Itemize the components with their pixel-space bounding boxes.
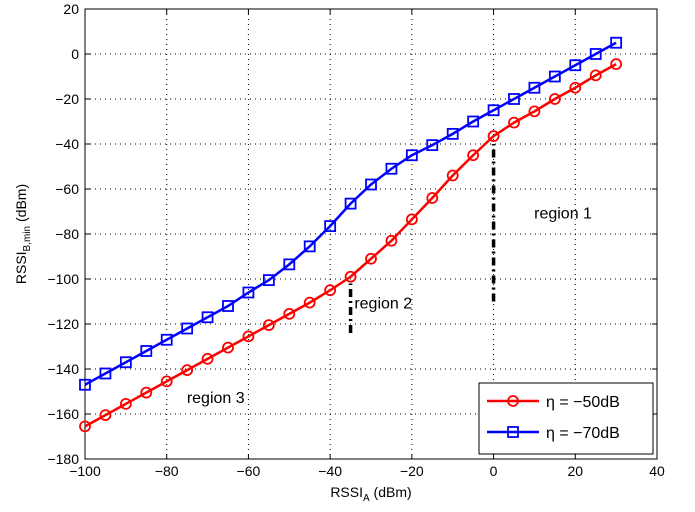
series-line [84,63,617,428]
data-point [99,409,112,422]
data-point [283,307,296,320]
data-point [508,116,520,129]
x-tick-label: −80 [155,463,179,479]
region-annotations: region 1 region 2 region 3 [187,205,592,407]
x-tick-label: −20 [400,463,424,479]
y-tick-label: −100 [47,271,79,287]
x-tick-label: −40 [318,463,342,479]
x-tick-label: 0 [490,463,498,479]
legend-item-2: η = −70dB [487,425,620,442]
series-line [84,41,617,386]
data-point [426,139,439,152]
data-point [487,104,500,117]
data-point [467,115,480,128]
data-point [99,367,112,380]
data-point [569,59,582,72]
data-point [262,274,275,287]
data-point [569,81,582,94]
y-tick-label: −80 [55,226,79,242]
data-point [365,178,377,191]
data-point [589,48,602,60]
y-axis-label-unit: (dBm) [13,184,29,226]
x-axis-label: RSSIA (dBm) [330,484,411,504]
legend-marker [507,395,519,407]
y-tick-label: −140 [47,361,79,377]
data-point [262,319,275,332]
series-1 [79,58,623,433]
y-tick-label: 20 [63,1,79,17]
y-axis-label: RSSIB,min (dBm) [13,184,33,284]
x-tick-label: −60 [237,463,261,479]
data-point [222,300,234,312]
data-point [160,375,173,388]
data-point [201,311,214,324]
data-point [303,240,316,253]
data-point [181,364,194,377]
data-point [548,70,561,83]
data-point [79,378,91,391]
data-point [140,386,153,399]
data-point [365,252,377,265]
region-label: region 3 [187,390,245,407]
legend-label: η = −70dB [546,425,620,442]
y-tick-label: 0 [71,46,79,62]
data-point [140,345,153,357]
y-tick-label: −40 [55,136,79,152]
region-boundaries [348,144,496,333]
data-point [160,333,173,346]
y-tick-label: −180 [47,451,79,467]
data-point [324,284,337,297]
y-axis-label-subscript: B,min [22,226,33,252]
data-point [79,420,91,433]
data-point [405,149,418,162]
data-point [385,234,398,247]
data-point [222,341,234,354]
data-point [242,330,255,343]
region-label: region 2 [354,295,412,312]
data-point [344,270,357,283]
data-point [303,296,316,309]
x-axis-label-subscript: A [363,493,370,504]
data-point [385,162,398,175]
legend: η = −50dB η = −70dB [478,382,654,455]
x-axis-label-unit: (dBm) [370,484,412,500]
data-point [548,93,561,105]
data-point [242,286,255,299]
x-tick-label: 40 [649,463,665,479]
data-point [487,130,500,143]
axis-ticks: −100 −80 −60 −40 −20 0 20 40 20 0 −20 −40 −60 −80 −100… [47,1,665,479]
y-tick-label: −60 [55,181,79,197]
legend-item-1: η = −50dB [487,394,620,411]
data-point [119,356,132,369]
data-point [446,127,459,140]
legend-marker [507,426,519,438]
data-point [467,149,480,162]
y-tick-label: −120 [47,316,79,332]
data-point [283,258,296,271]
data-point [446,169,459,182]
y-tick-label: −20 [55,91,79,107]
data-point [201,352,214,365]
y-tick-label: −160 [47,406,79,422]
data-point [344,197,357,210]
data-point [405,213,418,226]
region-label: region 1 [534,205,592,222]
x-tick-label: 20 [567,463,583,479]
data-point [426,192,439,204]
data-point [589,69,602,82]
data-point [181,322,194,335]
legend-box [478,382,654,455]
data-point [119,397,132,410]
data-point [528,105,541,118]
series-2 [79,36,623,391]
data-point [610,58,623,71]
x-tick-label: −100 [69,463,101,479]
data-point [324,220,337,233]
data-point [508,93,520,105]
series-layer [79,36,623,433]
data-point [610,36,623,49]
legend-label: η = −50dB [546,394,620,411]
data-point [528,81,541,94]
